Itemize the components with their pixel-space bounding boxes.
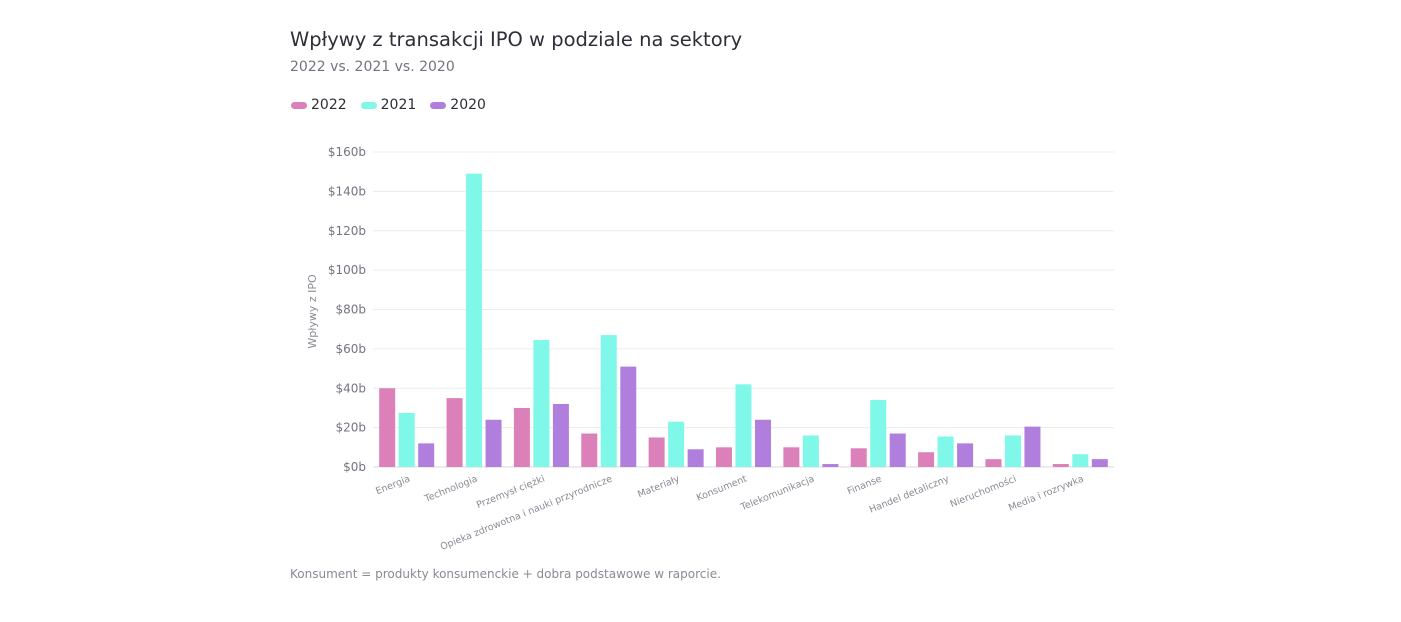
chart-legend: 2022 2021 2020 bbox=[291, 97, 500, 113]
bar-2020 bbox=[1091, 459, 1108, 467]
bar-2020 bbox=[687, 449, 704, 467]
x-tick-label: Konsument bbox=[695, 473, 749, 503]
y-tick-label: $120b bbox=[328, 224, 366, 238]
bar-2021 bbox=[937, 436, 954, 467]
bar-2021 bbox=[600, 335, 617, 467]
x-tick-label: Finanse bbox=[846, 474, 884, 498]
bar-2020 bbox=[485, 419, 502, 467]
legend-label-2022: 2022 bbox=[311, 97, 347, 113]
y-tick-label: $140b bbox=[328, 184, 366, 198]
y-tick-label: $20b bbox=[335, 421, 366, 435]
bar-2022 bbox=[379, 388, 396, 467]
legend-item-2021[interactable]: 2021 bbox=[360, 97, 417, 113]
bar-2021 bbox=[870, 400, 887, 467]
bar-2020 bbox=[620, 366, 637, 467]
bar-2022 bbox=[1052, 464, 1069, 467]
bar-2022 bbox=[581, 433, 598, 467]
legend-swatch-2020 bbox=[430, 101, 447, 109]
legend-label-2021: 2021 bbox=[380, 97, 417, 113]
bar-2022 bbox=[918, 452, 935, 467]
legend-swatch-2021 bbox=[360, 101, 377, 109]
x-tick-label: Technologia bbox=[422, 474, 479, 506]
legend-swatch-2022 bbox=[291, 101, 307, 109]
bar-2021 bbox=[1072, 454, 1089, 467]
bar-2021 bbox=[398, 412, 415, 467]
bar-2022 bbox=[513, 407, 530, 467]
bar-2021 bbox=[735, 384, 752, 467]
x-tick-label: Media i rozrywka bbox=[1007, 474, 1085, 514]
bar-2022 bbox=[985, 459, 1002, 467]
legend-label-2020: 2020 bbox=[450, 97, 486, 113]
bar-2022 bbox=[850, 448, 867, 467]
bar-2020 bbox=[755, 419, 771, 467]
y-tick-label: $40b bbox=[335, 381, 366, 395]
y-tick-label: $160b bbox=[328, 145, 366, 159]
y-tick-label: $0b bbox=[343, 460, 366, 474]
chart-subtitle: 2022 vs. 2021 vs. 2020 bbox=[290, 59, 455, 75]
legend-item-2022[interactable]: 2022 bbox=[291, 97, 347, 113]
bar-2020 bbox=[889, 433, 906, 467]
chart-title: Wpływy z transakcji IPO w podziale na se… bbox=[290, 28, 743, 51]
bar-2022 bbox=[446, 398, 463, 467]
bar-2020 bbox=[822, 464, 839, 467]
bar-2021 bbox=[668, 421, 685, 467]
bar-2021 bbox=[533, 340, 550, 467]
bar-2022 bbox=[648, 437, 665, 467]
bar-2021 bbox=[1004, 435, 1021, 467]
bar-2020 bbox=[957, 443, 974, 467]
x-tick-label: Telekomunikacja bbox=[738, 474, 816, 514]
chart-footnote: Konsument = produkty konsumenckie + dobr… bbox=[290, 567, 721, 581]
y-tick-label: $60b bbox=[335, 342, 366, 356]
bar-chart: $0b $20b $40b $60b $80b $100b $120b $140b $160b W… bbox=[306, 145, 1114, 553]
legend-item-2020[interactable]: 2020 bbox=[430, 97, 486, 113]
bar-2020 bbox=[418, 443, 435, 467]
bar-2021 bbox=[466, 173, 483, 467]
bar-2022 bbox=[716, 447, 732, 467]
y-tick-label: $100b bbox=[328, 263, 366, 277]
x-tick-label: Materiały bbox=[636, 473, 682, 500]
x-tick-label: Energia bbox=[374, 474, 412, 498]
y-tick-label: $80b bbox=[335, 303, 366, 317]
bar-2022 bbox=[783, 447, 800, 467]
bar-2020 bbox=[1024, 426, 1041, 467]
y-axis-title: Wpływy z IPO bbox=[306, 274, 319, 349]
bar-2021 bbox=[802, 435, 819, 467]
bar-2020 bbox=[552, 404, 569, 467]
